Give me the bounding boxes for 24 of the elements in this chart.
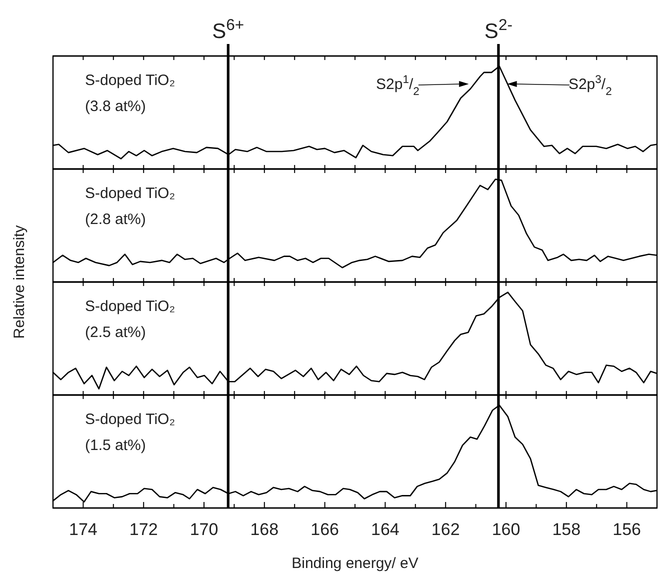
annotation: S2p$^{1}$/$_{2}$ [376, 74, 420, 98]
x-axis-title: Binding energy/ eV [292, 555, 418, 572]
x-tick-label: 162 [431, 520, 460, 539]
x-tick-label: 174 [69, 520, 98, 539]
y-axis-title: Relative intensity [11, 224, 28, 339]
x-tick-label: 164 [371, 520, 400, 539]
chart-title: S-doped TiO₂ [85, 72, 176, 89]
x-tick-label: 170 [190, 520, 218, 539]
x-tick-label: 156 [612, 520, 641, 539]
chart-title: S-doped TiO₂ [85, 411, 176, 428]
text: (2.5 at%) [85, 324, 146, 341]
x-tick-label: 160 [492, 520, 520, 539]
x-tick-label: 168 [250, 520, 279, 539]
chart-title: S-doped TiO₂ [85, 298, 176, 315]
ref-line-label: S$^{2-}$ [484, 16, 512, 43]
annotation: S2p$^{3}$/$_{2}$ [568, 74, 612, 98]
text: (1.5 at%) [85, 437, 146, 454]
text: (2.8 at%) [85, 211, 146, 228]
ref-line-label: S$^{6+}$ [212, 16, 244, 43]
x-tick-label: 158 [552, 520, 581, 539]
chart-title: S-doped TiO₂ [85, 185, 176, 202]
text: (3.8 at%) [85, 98, 146, 115]
x-tick-label: 172 [129, 520, 158, 539]
x-tick-label: 166 [310, 520, 339, 539]
